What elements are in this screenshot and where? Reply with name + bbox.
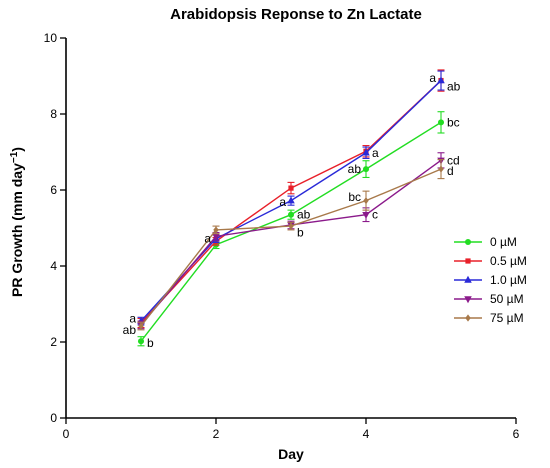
x-tick-label: 0	[63, 427, 70, 441]
x-tick-label: 2	[213, 427, 220, 441]
significance-label: cd	[447, 153, 460, 167]
legend-item: 50 µM	[454, 292, 524, 306]
legend-marker	[465, 258, 471, 264]
significance-label: ab	[123, 323, 137, 337]
y-axis-title-superscript: −1	[9, 151, 20, 163]
significance-label: c	[372, 208, 378, 222]
y-tick-label: 6	[50, 183, 57, 197]
significance-label: d	[447, 164, 454, 178]
legend-marker	[464, 296, 472, 304]
data-point	[213, 226, 219, 234]
significance-label: ab	[297, 208, 311, 222]
y-tick-label: 0	[50, 411, 57, 425]
significance-label: ab	[447, 80, 461, 94]
legend: 0 µM 0.5 µM 1.0 µM 50 µM 75 µM	[454, 235, 527, 325]
legend-marker	[465, 314, 471, 322]
axes: 0 2 4 6 8 10 0 2 4 6	[44, 31, 520, 441]
legend-item: 0 µM	[454, 235, 517, 249]
significance-label: b	[297, 226, 304, 240]
chart-title: Arabidopsis Reponse to Zn Lactate	[170, 6, 422, 23]
significance-label: b	[147, 336, 154, 350]
x-tick-label: 4	[363, 427, 370, 441]
significance-label: a	[204, 232, 211, 246]
data-point	[362, 148, 370, 156]
y-tick-label: 8	[50, 107, 57, 121]
legend-label: 0 µM	[490, 235, 517, 249]
series-4	[137, 159, 445, 331]
y-axis-title-close: )	[9, 147, 25, 152]
data-point	[138, 322, 144, 330]
data-point	[212, 233, 220, 241]
series-layer	[137, 69, 445, 347]
significance-label: a	[372, 146, 379, 160]
series-line	[140, 121, 442, 342]
legend-label: 50 µM	[490, 292, 524, 306]
y-tick-label: 2	[50, 335, 57, 349]
data-point	[363, 197, 369, 205]
y-axis-title-main: PR Growth (mm day	[9, 163, 25, 297]
y-axis-title: PR Growth (mm day−1)	[9, 147, 25, 297]
significance-label: a	[279, 195, 286, 209]
legend-label: 1.0 µM	[490, 273, 527, 287]
data-point	[287, 211, 295, 218]
y-tick-label: 4	[50, 259, 57, 273]
series-3	[137, 152, 445, 330]
significance-label: bc	[447, 115, 460, 129]
data-point	[137, 338, 145, 345]
data-point	[362, 166, 370, 173]
y-tick-label: 10	[44, 31, 58, 45]
data-point	[288, 185, 294, 191]
significance-label: a	[429, 71, 436, 85]
legend-label: 0.5 µM	[490, 254, 527, 268]
data-point	[437, 119, 445, 126]
legend-marker	[464, 238, 472, 246]
data-point	[288, 222, 294, 230]
significance-label: bc	[348, 190, 361, 204]
data-point	[437, 76, 445, 84]
significance-label: a	[129, 311, 136, 325]
x-tick-label: 6	[513, 427, 520, 441]
legend-marker	[464, 275, 472, 283]
significance-label: ab	[348, 162, 362, 176]
legend-item: 75 µM	[454, 311, 524, 325]
legend-label: 75 µM	[490, 311, 524, 325]
data-point	[287, 196, 295, 204]
data-point	[362, 211, 370, 219]
legend-item: 1.0 µM	[454, 273, 527, 287]
legend-item: 0.5 µM	[454, 254, 527, 268]
x-axis-title: Day	[278, 446, 304, 462]
data-point	[438, 165, 444, 173]
